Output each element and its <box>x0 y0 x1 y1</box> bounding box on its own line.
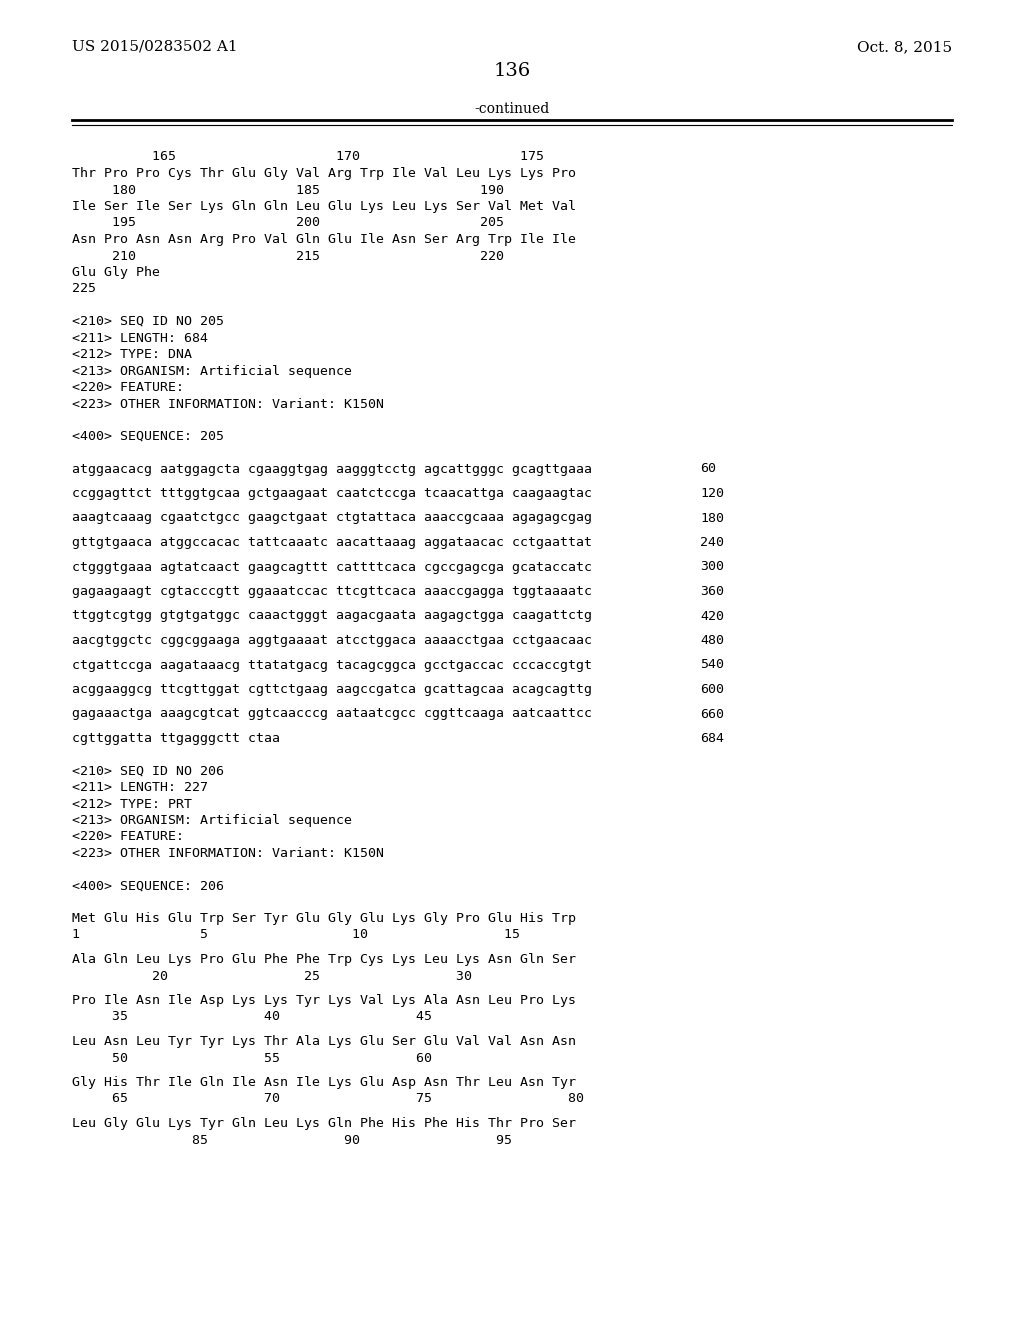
Text: 180: 180 <box>700 511 724 524</box>
Text: <212> TYPE: DNA: <212> TYPE: DNA <box>72 348 193 360</box>
Text: acggaaggcg ttcgttggat cgttctgaag aagccgatca gcattagcaa acagcagttg: acggaaggcg ttcgttggat cgttctgaag aagccga… <box>72 682 592 696</box>
Text: gttgtgaaca atggccacac tattcaaatc aacattaaag aggataacac cctgaattat: gttgtgaaca atggccacac tattcaaatc aacatta… <box>72 536 592 549</box>
Text: <210> SEQ ID NO 205: <210> SEQ ID NO 205 <box>72 315 224 327</box>
Text: -continued: -continued <box>474 102 550 116</box>
Text: atggaacacg aatggagcta cgaaggtgag aagggtcctg agcattgggc gcagttgaaa: atggaacacg aatggagcta cgaaggtgag aagggtc… <box>72 462 592 475</box>
Text: 65                 70                 75                 80: 65 70 75 80 <box>72 1093 584 1106</box>
Text: aaagtcaaag cgaatctgcc gaagctgaat ctgtattaca aaaccgcaaa agagagcgag: aaagtcaaag cgaatctgcc gaagctgaat ctgtatt… <box>72 511 592 524</box>
Text: Met Glu His Glu Trp Ser Tyr Glu Gly Glu Lys Gly Pro Glu His Trp: Met Glu His Glu Trp Ser Tyr Glu Gly Glu … <box>72 912 575 925</box>
Text: Oct. 8, 2015: Oct. 8, 2015 <box>857 40 952 54</box>
Text: <220> FEATURE:: <220> FEATURE: <box>72 381 184 393</box>
Text: 50                 55                 60: 50 55 60 <box>72 1052 432 1064</box>
Text: 660: 660 <box>700 708 724 721</box>
Text: gagaagaagt cgtacccgtt ggaaatccac ttcgttcaca aaaccgagga tggtaaaatc: gagaagaagt cgtacccgtt ggaaatccac ttcgttc… <box>72 585 592 598</box>
Text: 120: 120 <box>700 487 724 500</box>
Text: 240: 240 <box>700 536 724 549</box>
Text: gagaaactga aaagcgtcat ggtcaacccg aataatcgcc cggttcaaga aatcaattcc: gagaaactga aaagcgtcat ggtcaacccg aataatc… <box>72 708 592 721</box>
Text: 60: 60 <box>700 462 716 475</box>
Text: ctgggtgaaa agtatcaact gaagcagttt cattttcaca cgccgagcga gcataccatc: ctgggtgaaa agtatcaact gaagcagttt cattttc… <box>72 561 592 573</box>
Text: <400> SEQUENCE: 205: <400> SEQUENCE: 205 <box>72 430 224 444</box>
Text: 600: 600 <box>700 682 724 696</box>
Text: <220> FEATURE:: <220> FEATURE: <box>72 830 184 843</box>
Text: <212> TYPE: PRT: <212> TYPE: PRT <box>72 797 193 810</box>
Text: 136: 136 <box>494 62 530 81</box>
Text: 180                    185                    190: 180 185 190 <box>72 183 504 197</box>
Text: <211> LENGTH: 684: <211> LENGTH: 684 <box>72 331 208 345</box>
Text: 210                    215                    220: 210 215 220 <box>72 249 504 263</box>
Text: Gly His Thr Ile Gln Ile Asn Ile Lys Glu Asp Asn Thr Leu Asn Tyr: Gly His Thr Ile Gln Ile Asn Ile Lys Glu … <box>72 1076 575 1089</box>
Text: 225: 225 <box>72 282 96 296</box>
Text: <213> ORGANISM: Artificial sequence: <213> ORGANISM: Artificial sequence <box>72 814 352 828</box>
Text: 420: 420 <box>700 610 724 623</box>
Text: <213> ORGANISM: Artificial sequence: <213> ORGANISM: Artificial sequence <box>72 364 352 378</box>
Text: <210> SEQ ID NO 206: <210> SEQ ID NO 206 <box>72 764 224 777</box>
Text: Leu Gly Glu Lys Tyr Gln Leu Lys Gln Phe His Phe His Thr Pro Ser: Leu Gly Glu Lys Tyr Gln Leu Lys Gln Phe … <box>72 1117 575 1130</box>
Text: Leu Asn Leu Tyr Tyr Lys Thr Ala Lys Glu Ser Glu Val Val Asn Asn: Leu Asn Leu Tyr Tyr Lys Thr Ala Lys Glu … <box>72 1035 575 1048</box>
Text: ttggtcgtgg gtgtgatggc caaactgggt aagacgaata aagagctgga caagattctg: ttggtcgtgg gtgtgatggc caaactgggt aagacga… <box>72 610 592 623</box>
Text: Glu Gly Phe: Glu Gly Phe <box>72 267 160 279</box>
Text: cgttggatta ttgagggctt ctaa: cgttggatta ttgagggctt ctaa <box>72 733 280 744</box>
Text: ctgattccga aagataaacg ttatatgacg tacagcggca gcctgaccac cccaccgtgt: ctgattccga aagataaacg ttatatgacg tacagcg… <box>72 659 592 672</box>
Text: 195                    200                    205: 195 200 205 <box>72 216 504 230</box>
Text: 300: 300 <box>700 561 724 573</box>
Text: <223> OTHER INFORMATION: Variant: K150N: <223> OTHER INFORMATION: Variant: K150N <box>72 847 384 861</box>
Text: 540: 540 <box>700 659 724 672</box>
Text: aacgtggctc cggcggaaga aggtgaaaat atcctggaca aaaacctgaa cctgaacaac: aacgtggctc cggcggaaga aggtgaaaat atcctgg… <box>72 634 592 647</box>
Text: 1               5                  10                 15: 1 5 10 15 <box>72 928 520 941</box>
Text: <400> SEQUENCE: 206: <400> SEQUENCE: 206 <box>72 879 224 892</box>
Text: 360: 360 <box>700 585 724 598</box>
Text: US 2015/0283502 A1: US 2015/0283502 A1 <box>72 40 238 54</box>
Text: Pro Ile Asn Ile Asp Lys Lys Tyr Lys Val Lys Ala Asn Leu Pro Lys: Pro Ile Asn Ile Asp Lys Lys Tyr Lys Val … <box>72 994 575 1007</box>
Text: 85                 90                 95: 85 90 95 <box>72 1134 512 1147</box>
Text: ccggagttct tttggtgcaa gctgaagaat caatctccga tcaacattga caagaagtac: ccggagttct tttggtgcaa gctgaagaat caatctc… <box>72 487 592 500</box>
Text: 684: 684 <box>700 733 724 744</box>
Text: <211> LENGTH: 227: <211> LENGTH: 227 <box>72 781 208 795</box>
Text: Asn Pro Asn Asn Arg Pro Val Gln Glu Ile Asn Ser Arg Trp Ile Ile: Asn Pro Asn Asn Arg Pro Val Gln Glu Ile … <box>72 234 575 246</box>
Text: Ile Ser Ile Ser Lys Gln Gln Leu Glu Lys Leu Lys Ser Val Met Val: Ile Ser Ile Ser Lys Gln Gln Leu Glu Lys … <box>72 201 575 213</box>
Text: <223> OTHER INFORMATION: Variant: K150N: <223> OTHER INFORMATION: Variant: K150N <box>72 397 384 411</box>
Text: Ala Gln Leu Lys Pro Glu Phe Phe Trp Cys Lys Leu Lys Asn Gln Ser: Ala Gln Leu Lys Pro Glu Phe Phe Trp Cys … <box>72 953 575 966</box>
Text: 165                    170                    175: 165 170 175 <box>72 150 544 164</box>
Text: Thr Pro Pro Cys Thr Glu Gly Val Arg Trp Ile Val Leu Lys Lys Pro: Thr Pro Pro Cys Thr Glu Gly Val Arg Trp … <box>72 168 575 180</box>
Text: 20                 25                 30: 20 25 30 <box>72 969 472 982</box>
Text: 480: 480 <box>700 634 724 647</box>
Text: 35                 40                 45: 35 40 45 <box>72 1011 432 1023</box>
